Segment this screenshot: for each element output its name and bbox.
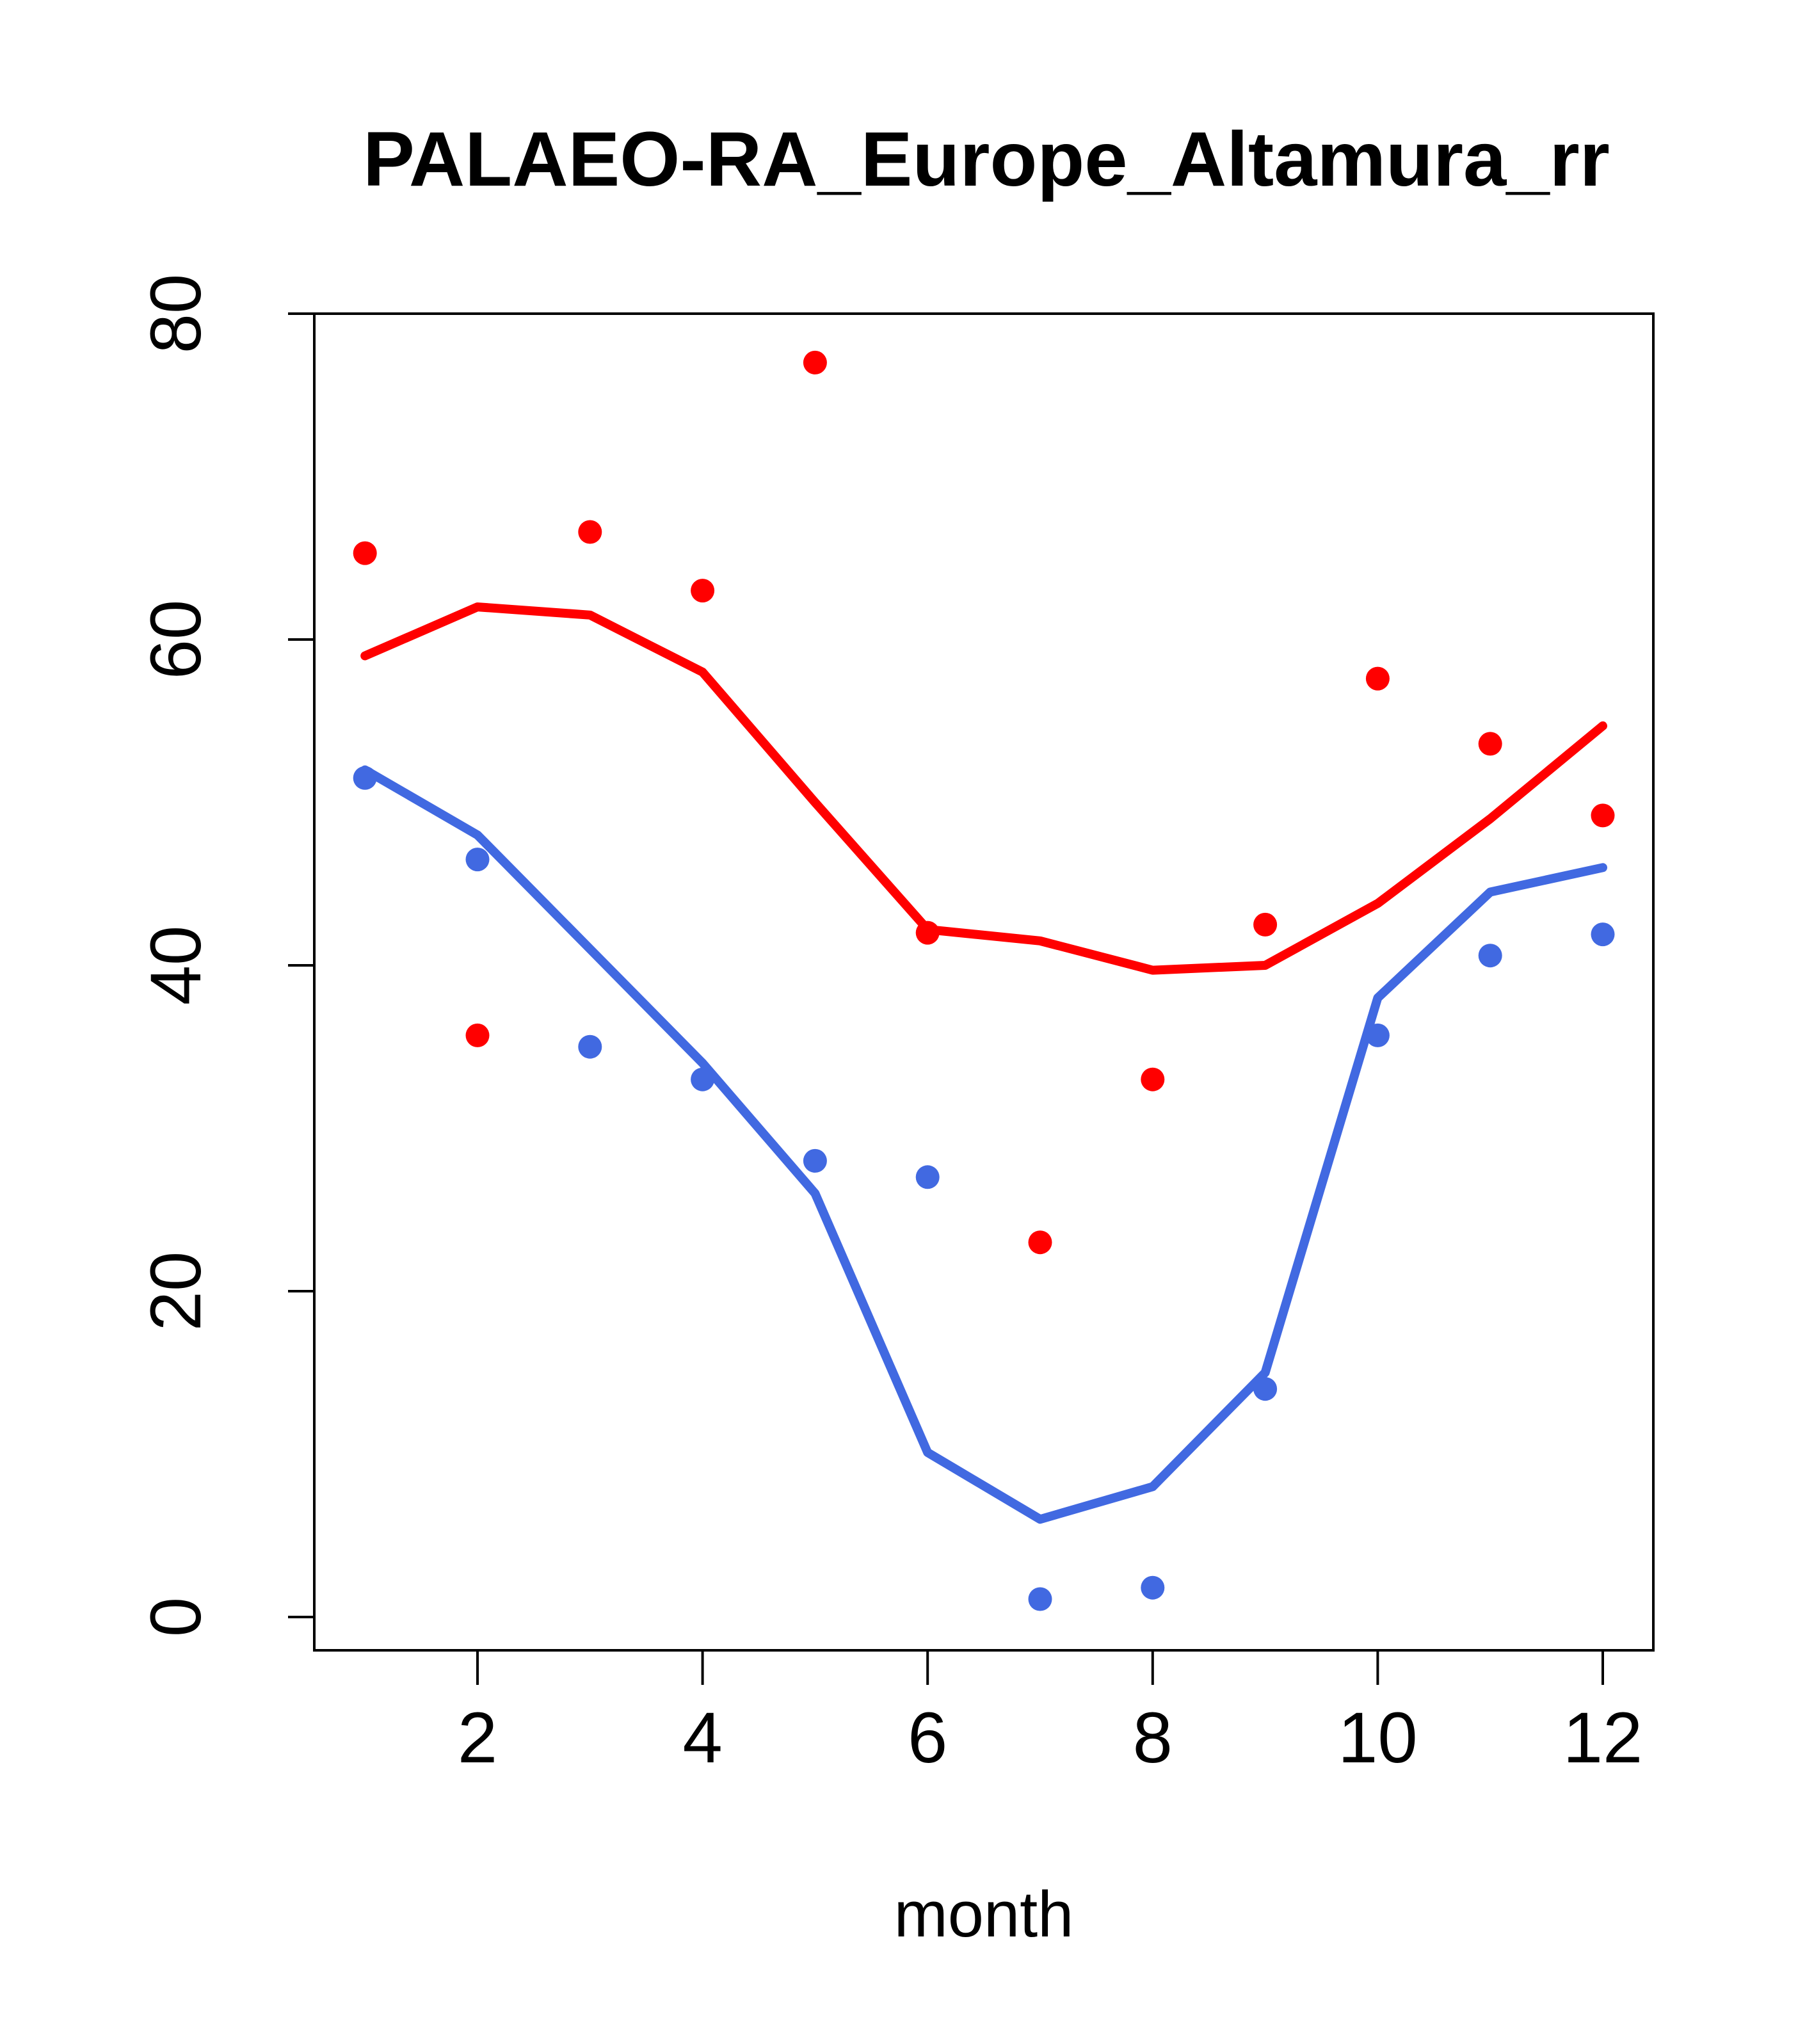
svg-text:60: 60: [136, 600, 216, 680]
svg-text:40: 40: [136, 926, 216, 1006]
svg-text:month: month: [894, 1879, 1074, 1951]
svg-text:80: 80: [136, 274, 216, 354]
svg-text:20: 20: [136, 1251, 216, 1332]
svg-text:4: 4: [682, 1698, 722, 1778]
svg-text:6: 6: [908, 1698, 947, 1778]
svg-text:8: 8: [1133, 1698, 1173, 1778]
svg-text:0: 0: [136, 1597, 216, 1637]
svg-text:12: 12: [1563, 1698, 1643, 1778]
svg-text:PALAEO-RA_Europe_Altamura_rr: PALAEO-RA_Europe_Altamura_rr: [363, 115, 1610, 202]
svg-text:10: 10: [1338, 1698, 1418, 1778]
svg-text:2: 2: [458, 1698, 497, 1778]
